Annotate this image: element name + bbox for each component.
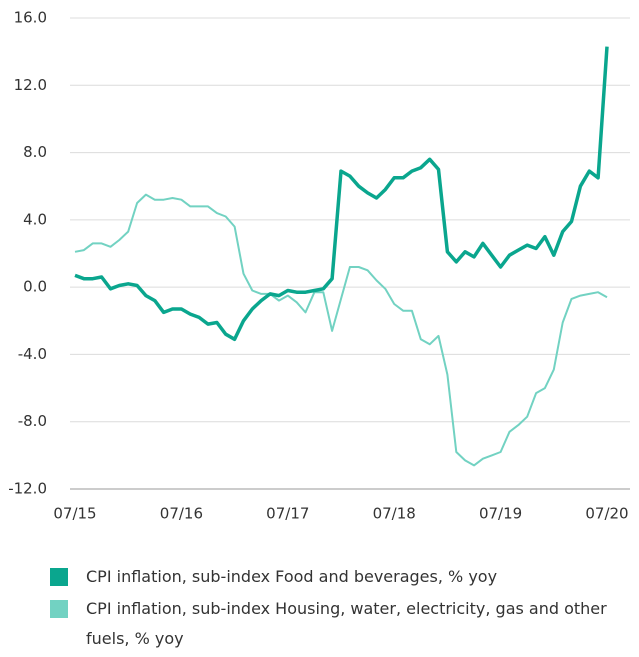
line	[74, 46, 609, 342]
y-tick-label: 16.0	[14, 9, 47, 27]
y-tick-label: -8.0	[18, 412, 47, 430]
chart: -12.0 -8.0 -4.0 0.0 4.0 8.0 12.0 16.0 07/15 07/16…	[8, 9, 630, 523]
y-tick-label: 4.0	[23, 210, 47, 228]
legend-item: CPI inflation, sub-index Food and bevera…	[50, 562, 610, 592]
y-tick-label: 0.0	[23, 278, 47, 296]
legend: CPI inflation, sub-index Food and bevera…	[50, 562, 610, 656]
line	[74, 193, 608, 467]
y-tick-label: 12.0	[14, 76, 47, 94]
x-tick-label: 07/19	[479, 505, 522, 523]
x-tick-label: 07/20	[585, 505, 628, 523]
x-tick-label: 07/17	[266, 505, 309, 523]
legend-item: CPI inflation, sub-index Housing, water,…	[50, 594, 610, 654]
legend-swatch	[50, 568, 68, 586]
y-tick-label: 8.0	[23, 143, 47, 161]
y-tick-label: -4.0	[18, 345, 47, 363]
legend-swatch	[50, 600, 68, 618]
x-tick-label: 07/15	[53, 505, 96, 523]
x-tick-label: 07/16	[160, 505, 203, 523]
legend-label: CPI inflation, sub-index Housing, water,…	[86, 599, 607, 648]
y-tick-label: -12.0	[8, 480, 47, 498]
legend-label: CPI inflation, sub-index Food and bevera…	[86, 567, 498, 586]
x-tick-label: 07/18	[373, 505, 416, 523]
